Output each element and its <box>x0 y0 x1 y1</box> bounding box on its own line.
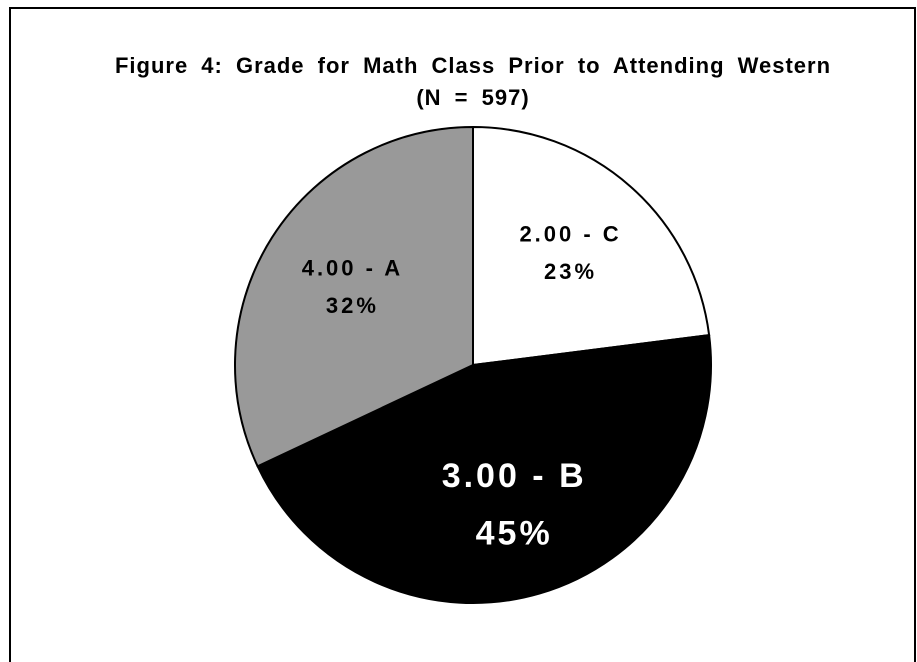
slice-category-label: 2.00 - C <box>519 221 621 246</box>
chart-title: Figure 4: Grade for Math Class Prior to … <box>114 53 832 110</box>
pie-slice <box>234 125 474 468</box>
slice-value-label: 32% <box>326 293 379 318</box>
slice-category-label: 4.00 - A <box>302 256 403 281</box>
pie-slice <box>256 334 712 604</box>
pie-slice <box>472 125 711 367</box>
slice-value-label: 45% <box>476 515 553 553</box>
slice-category-label: 3.00 - B <box>442 457 587 495</box>
slice-value-label: 23% <box>544 259 597 284</box>
